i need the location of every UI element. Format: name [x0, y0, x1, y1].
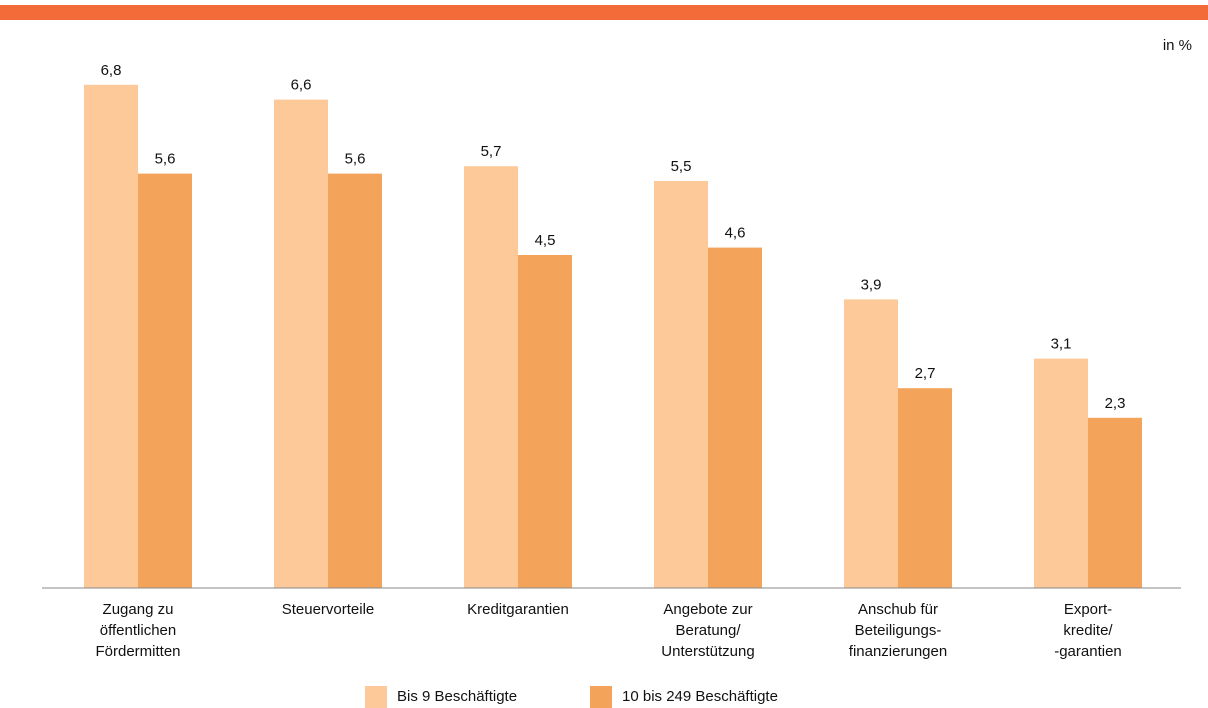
value-label: 5,5 — [671, 158, 692, 175]
label-line: Beratung/ — [675, 622, 741, 639]
label-line: finanzierungen — [849, 643, 947, 660]
bar — [518, 255, 572, 588]
label-line: Beteiligungs- — [855, 622, 942, 639]
value-label: 2,3 — [1105, 395, 1126, 412]
bar — [274, 99, 328, 588]
value-label: 6,8 — [101, 62, 122, 79]
value-label: 4,5 — [535, 232, 556, 249]
value-label: 5,6 — [155, 151, 176, 168]
value-label: 4,6 — [725, 225, 746, 242]
value-label: 3,9 — [861, 276, 882, 293]
x-tick-label: Export-kredite/ -garantien — [1054, 601, 1122, 660]
top-band — [0, 5, 1208, 20]
bar — [84, 84, 138, 589]
legend-swatch — [365, 686, 387, 708]
bar — [844, 299, 898, 588]
unit-label: in % — [1163, 37, 1192, 54]
label-line: Unterstützung — [661, 643, 754, 660]
legend-swatch — [590, 686, 612, 708]
label-line: Fördermitten — [95, 643, 180, 660]
x-tick-label: Anschub für Beteiligungs-finanzierungen — [849, 601, 947, 660]
legend-label: Bis 9 Beschäftigte — [397, 688, 517, 705]
label-line: Angebote zur — [663, 601, 752, 618]
value-label: 5,6 — [345, 151, 366, 168]
bar — [328, 173, 382, 588]
x-tick-label: Steuervorteile — [282, 601, 375, 618]
bar — [708, 247, 762, 588]
x-tick-label: Angebote zur Beratung/Unterstützung — [661, 601, 754, 660]
value-label: 3,1 — [1051, 336, 1072, 353]
label-line: Zugang zu — [103, 601, 174, 618]
bar — [1034, 358, 1088, 588]
x-tick-label: Zugang zu öffentlichen Fördermitten — [95, 601, 180, 660]
label-line: Anschub für — [858, 601, 938, 618]
legend-label: 10 bis 249 Beschäftigte — [622, 688, 778, 705]
label-line: Export- — [1064, 601, 1112, 618]
bar — [654, 181, 708, 588]
value-label: 5,7 — [481, 143, 502, 160]
label-line: kredite/ — [1063, 622, 1113, 639]
bar — [898, 388, 952, 588]
bar — [1088, 417, 1142, 588]
label-line: -garantien — [1054, 643, 1122, 660]
bar — [464, 166, 518, 588]
value-label: 2,7 — [915, 365, 936, 382]
bar — [138, 173, 192, 588]
label-line: öffentlichen — [100, 622, 176, 639]
value-label: 6,6 — [291, 77, 312, 94]
x-tick-label: Kreditgarantien — [467, 601, 569, 618]
